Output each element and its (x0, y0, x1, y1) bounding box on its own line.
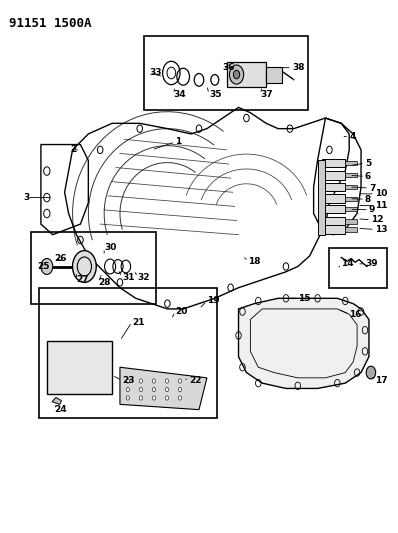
Text: 3: 3 (23, 193, 29, 202)
Text: 39: 39 (365, 260, 378, 268)
Text: 6: 6 (365, 172, 371, 181)
Circle shape (166, 396, 169, 400)
Text: 10: 10 (375, 189, 387, 198)
Bar (227, 62, 266, 87)
Text: 27: 27 (76, 275, 89, 284)
Text: 32: 32 (138, 272, 150, 281)
Bar (39, 288, 217, 418)
Text: 28: 28 (98, 278, 111, 287)
Text: 16: 16 (349, 310, 362, 319)
Bar (322, 225, 345, 233)
Text: 30: 30 (104, 244, 117, 253)
Text: 33: 33 (150, 68, 162, 77)
Text: 7: 7 (369, 183, 375, 192)
Circle shape (152, 379, 156, 383)
Text: 25: 25 (37, 262, 49, 271)
Bar (345, 197, 357, 201)
Polygon shape (318, 160, 326, 235)
Circle shape (166, 387, 169, 392)
Circle shape (178, 387, 181, 392)
Bar (47, 341, 112, 394)
Circle shape (126, 387, 129, 392)
Text: 12: 12 (371, 215, 383, 224)
Polygon shape (52, 398, 61, 405)
Circle shape (139, 396, 142, 400)
Circle shape (366, 366, 376, 379)
Text: 24: 24 (55, 405, 67, 414)
Circle shape (178, 396, 181, 400)
Circle shape (152, 387, 156, 392)
Circle shape (233, 70, 240, 79)
Text: 38: 38 (292, 63, 304, 72)
Text: 22: 22 (189, 376, 202, 385)
Bar (322, 159, 345, 167)
Bar (345, 227, 357, 231)
Text: 21: 21 (132, 318, 144, 327)
Bar (144, 36, 308, 110)
Bar (345, 173, 357, 177)
Bar (322, 217, 345, 225)
Text: 13: 13 (375, 225, 387, 234)
Text: 19: 19 (207, 296, 220, 305)
Circle shape (126, 379, 129, 383)
Text: 37: 37 (260, 90, 273, 99)
Text: 34: 34 (173, 90, 186, 99)
Bar (345, 185, 357, 189)
Bar (345, 207, 357, 212)
Bar (322, 183, 345, 191)
Polygon shape (238, 298, 369, 389)
Text: 9: 9 (369, 205, 375, 214)
Bar (322, 195, 345, 203)
Bar (266, 67, 282, 83)
Circle shape (139, 387, 142, 392)
Circle shape (152, 396, 156, 400)
Text: 11: 11 (375, 201, 387, 210)
Polygon shape (120, 367, 207, 410)
Text: 36: 36 (223, 63, 235, 72)
Text: 4: 4 (349, 132, 355, 141)
Bar (31, 232, 156, 304)
Circle shape (126, 396, 129, 400)
Text: 5: 5 (365, 159, 371, 167)
Text: 17: 17 (375, 376, 388, 385)
Bar (322, 171, 345, 180)
Text: 91151 1500A: 91151 1500A (9, 17, 92, 30)
Bar (330, 248, 387, 288)
Text: 35: 35 (209, 90, 221, 99)
Text: 20: 20 (175, 307, 188, 316)
Text: 2: 2 (70, 146, 77, 155)
Text: 1: 1 (175, 138, 181, 147)
Circle shape (229, 65, 244, 84)
Text: 26: 26 (55, 254, 67, 263)
Circle shape (139, 379, 142, 383)
Text: 8: 8 (365, 195, 371, 204)
Bar (345, 161, 357, 165)
Text: 14: 14 (341, 260, 354, 268)
Text: 18: 18 (248, 257, 261, 265)
Circle shape (72, 251, 96, 282)
Text: 31: 31 (122, 272, 135, 281)
Bar (322, 205, 345, 214)
Circle shape (41, 259, 53, 274)
Circle shape (166, 379, 169, 383)
Text: 23: 23 (122, 376, 135, 385)
Circle shape (178, 379, 181, 383)
Text: 15: 15 (298, 294, 310, 303)
Bar (345, 219, 357, 223)
